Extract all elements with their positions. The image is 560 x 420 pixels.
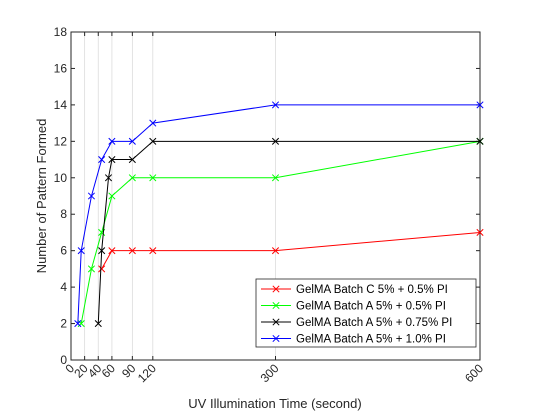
data-point-stroke-b (98, 156, 106, 164)
data-point-stroke-b (108, 137, 116, 145)
data-point-stroke-b (476, 228, 484, 236)
legend-entry: GelMA Batch A 5% + 0.75% PI (261, 317, 452, 329)
data-point (77, 247, 85, 255)
y-tick-label: 6 (60, 244, 67, 258)
series-line (80, 140, 481, 324)
data-point (108, 137, 116, 145)
data-point (87, 265, 96, 273)
legend-box (255, 278, 477, 348)
legend-entry: GelMA Batch A 5% + 0.5% PI (261, 301, 446, 313)
data-point-stroke-b (74, 320, 82, 328)
legend-marker (272, 301, 280, 310)
series-3 (94, 137, 484, 328)
legend-label: GelMA Batch A 5% + 0.75% PI (296, 317, 452, 329)
data-point-stroke-b (108, 247, 116, 255)
data-point (149, 174, 157, 182)
legend-marker (272, 334, 280, 343)
legend-marker-stroke-b (272, 285, 280, 293)
data-point-stroke-b (104, 174, 113, 182)
legend-marker-stroke-b (272, 334, 280, 343)
y-tick-label: 12 (54, 134, 68, 148)
data-point-stroke-b (128, 137, 136, 145)
data-point (128, 137, 136, 145)
legend-marker (272, 285, 280, 293)
data-point-stroke-b (271, 174, 280, 182)
data-point (87, 192, 96, 200)
data-point-stroke-b (149, 119, 157, 127)
y-tick-label: 14 (54, 98, 68, 112)
y-tick-label: 0 (60, 353, 67, 367)
legend-label: GelMA Batch A 5% + 0.5% PI (296, 301, 446, 313)
data-point-stroke-b (128, 156, 136, 164)
data-point (98, 265, 106, 273)
data-point-stroke-b (98, 265, 106, 273)
data-point-stroke-b (98, 247, 106, 255)
y-tick-label: 4 (60, 280, 67, 294)
data-point-stroke-b (108, 156, 116, 164)
legend-entry: GelMA Batch A 5% + 1.0% PI (261, 334, 446, 346)
data-point-stroke-b (476, 101, 484, 109)
data-point-stroke-b (149, 247, 157, 255)
data-point-stroke-b (476, 137, 484, 145)
y-axis-label: Number of Pattern Formed (34, 119, 49, 274)
data-point-stroke-b (271, 137, 280, 145)
data-point-stroke-b (87, 192, 96, 200)
data-point-stroke-b (149, 174, 157, 182)
legend-marker-stroke-b (272, 318, 280, 326)
series-4 (74, 101, 484, 328)
series-1 (98, 228, 484, 273)
data-point-stroke-b (108, 192, 116, 200)
y-tick-label: 18 (54, 25, 68, 39)
data-point (476, 228, 484, 236)
data-point-stroke-b (128, 247, 136, 255)
data-point-stroke-b (128, 174, 136, 182)
data-point (128, 174, 136, 182)
data-point-stroke-b (77, 247, 85, 255)
data-point (98, 247, 106, 255)
series-line (97, 140, 480, 324)
series-layer (74, 101, 484, 328)
data-point (94, 320, 102, 328)
data-point (108, 156, 116, 164)
data-point-stroke-b (94, 320, 102, 328)
legend: GelMA Batch C 5% + 0.5% PI GelMA Batch A … (255, 278, 477, 348)
y-tick-label: 8 (60, 207, 67, 221)
data-point (476, 137, 484, 145)
data-point-stroke-b (149, 137, 157, 145)
data-point-stroke-b (87, 265, 96, 273)
legend-entry: GelMA Batch C 5% + 0.5% PI (261, 284, 448, 296)
data-point (476, 101, 484, 109)
data-point (74, 320, 82, 328)
legend-marker (272, 318, 280, 326)
legend-label: GelMA Batch A 5% + 1.0% PI (296, 334, 446, 346)
data-point (149, 119, 157, 127)
data-point (149, 247, 157, 255)
x-axis-label: UV Illumination Time (second) (188, 396, 361, 411)
data-point-stroke-b (271, 247, 280, 255)
y-tick-label: 16 (54, 61, 68, 75)
data-point (108, 247, 116, 255)
data-point (271, 247, 280, 255)
legend-label: GelMA Batch C 5% + 0.5% PI (296, 284, 448, 296)
legend-marker-stroke-b (272, 301, 280, 310)
data-point (104, 174, 113, 182)
y-tick-labels: 0 2 4 6 8 10 12 14 16 18 (54, 25, 68, 367)
data-point (271, 174, 280, 182)
y-tick-label: 2 (60, 317, 67, 331)
data-point (271, 101, 280, 109)
y-tick-label: 10 (54, 171, 68, 185)
data-point (149, 137, 157, 145)
data-point-stroke-b (271, 101, 280, 109)
data-point (98, 156, 106, 164)
data-point (108, 192, 116, 200)
data-point-stroke-b (77, 320, 85, 328)
series-line (101, 231, 481, 270)
data-point (271, 137, 280, 145)
data-point (128, 156, 136, 164)
data-point (128, 247, 136, 255)
data-point (77, 320, 85, 328)
